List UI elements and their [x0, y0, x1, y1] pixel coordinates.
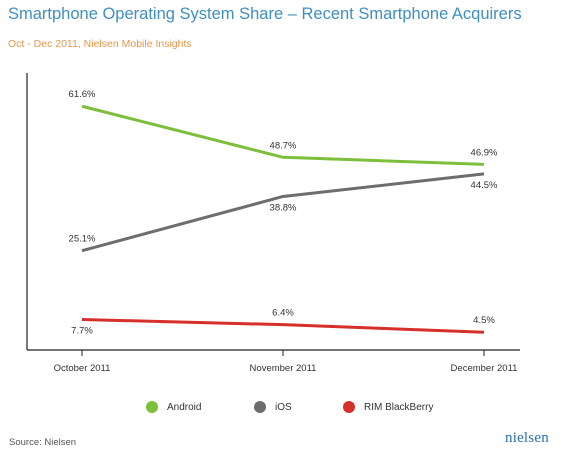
x-tick-label: November 2011: [250, 363, 317, 374]
legend-item: iOS: [254, 401, 292, 413]
data-label: 44.5%: [471, 180, 498, 191]
series-line: [81, 318, 485, 334]
data-label: 61.6%: [69, 89, 96, 100]
chart-title: Smartphone Operating System Share – Rece…: [8, 5, 522, 23]
data-label: 4.5%: [473, 315, 495, 326]
chart-subtitle: Oct - Dec 2011, Nielsen Mobile Insights: [8, 38, 192, 50]
data-label: 7.7%: [71, 326, 93, 337]
legend-item: RIM BlackBerry: [343, 401, 433, 413]
legend-swatch: [146, 401, 158, 413]
series-line: [81, 172, 485, 253]
data-label: 25.1%: [69, 234, 96, 245]
series-lines: [81, 104, 485, 334]
legend-label: iOS: [275, 401, 292, 413]
chart-legend: Android iOS RIM BlackBerry: [0, 401, 561, 421]
data-labels: 61.6% 48.7% 46.9% 25.1% 38.8% 44.5% 7.7% 6.4% 4.…: [69, 89, 498, 336]
legend-item: Android: [146, 401, 201, 413]
source-note: Source: Nielsen: [9, 437, 77, 448]
legend-swatch: [343, 401, 355, 413]
x-tick-label: December 2011: [451, 363, 518, 374]
series-line: [81, 104, 485, 166]
x-tick-label: October 2011: [54, 363, 111, 374]
data-label: 46.9%: [471, 147, 498, 158]
nielsen-logo: nielsen: [505, 430, 549, 446]
data-label: 48.7%: [270, 140, 297, 151]
data-label: 38.8%: [270, 202, 297, 213]
x-axis-ticks: October 2011 November 2011 December 2011: [54, 350, 518, 374]
chart-axes: [26, 73, 520, 351]
legend-label: RIM BlackBerry: [364, 401, 434, 413]
legend-swatch: [254, 401, 266, 413]
legend-label: Android: [167, 401, 202, 413]
data-label: 6.4%: [272, 308, 294, 319]
